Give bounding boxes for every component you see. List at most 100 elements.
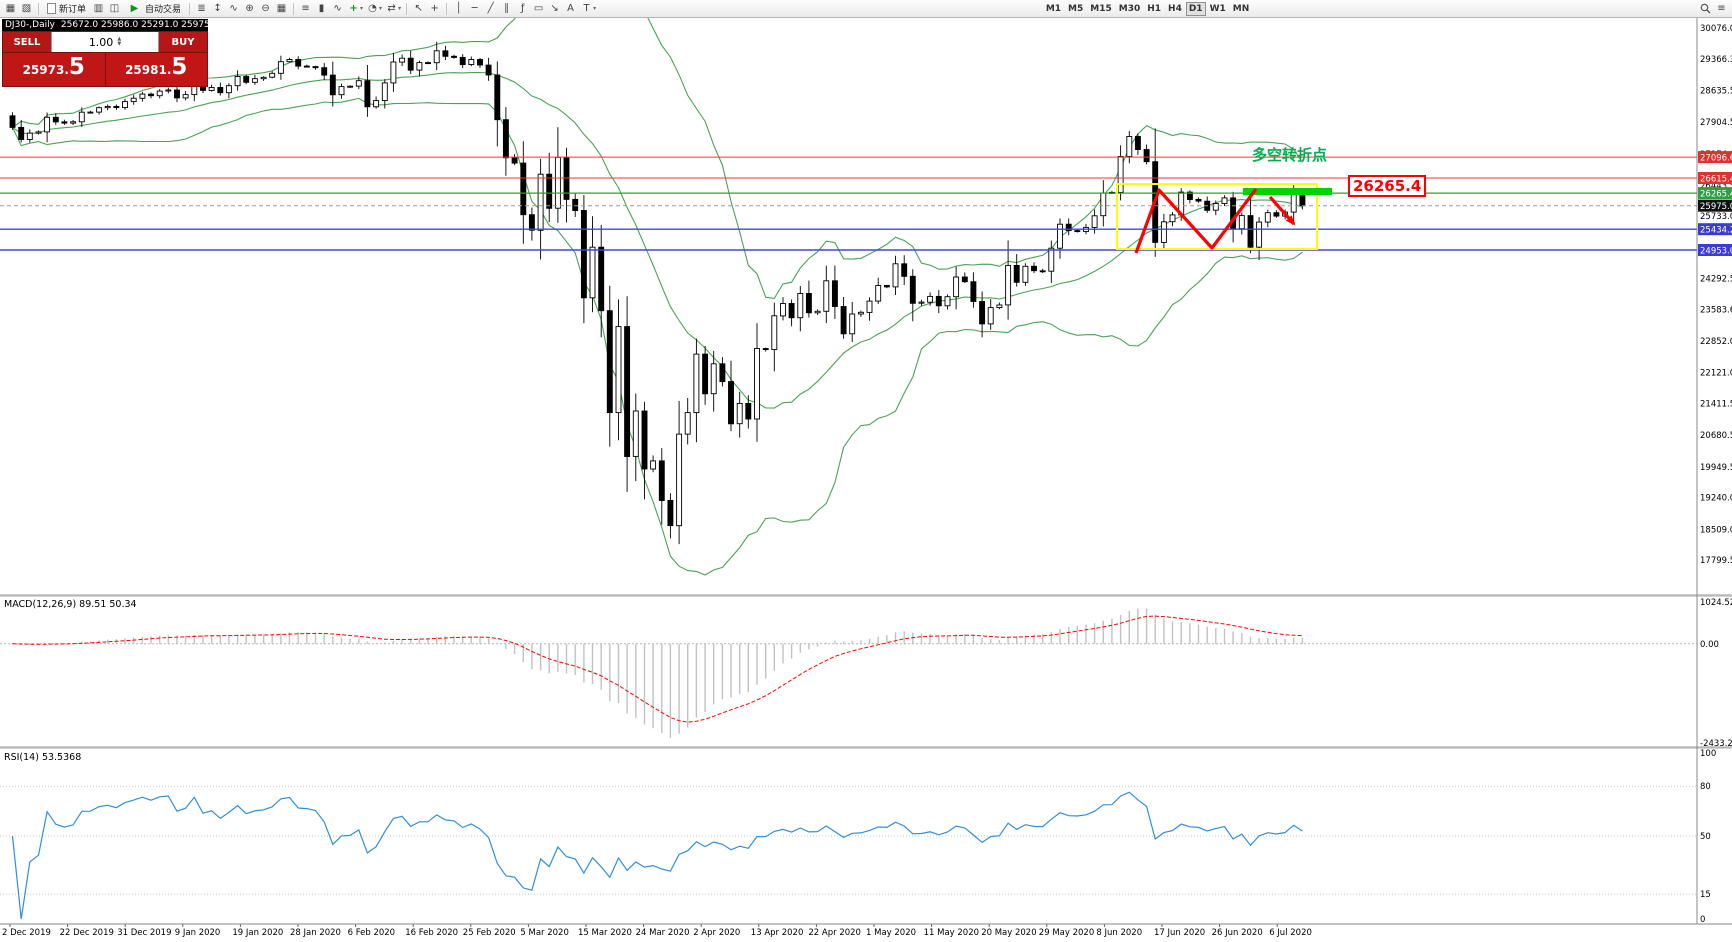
candle-body	[996, 304, 1003, 309]
quick-menu-icon[interactable]: ≡	[1717, 3, 1726, 14]
profile-icon[interactable]: ▧	[21, 3, 32, 14]
horizontal-line-icon[interactable]: ─	[471, 3, 478, 14]
trendline-icon[interactable]: ╱	[487, 3, 494, 14]
fibonacci-icon[interactable]: ƒ	[520, 3, 525, 14]
green-resistance-bar[interactable]	[1243, 188, 1332, 195]
candle-body	[269, 72, 276, 78]
date-label: 28 Jan 2020	[290, 928, 341, 938]
price-axis-label: 28635.5	[1700, 86, 1732, 96]
panel-splitter[interactable]	[0, 747, 1732, 749]
vertical-line-icon[interactable]: │	[455, 3, 462, 14]
volume-field[interactable]: 1.00 ▲ ▼	[51, 32, 159, 52]
timeframe-h4[interactable]: H4	[1165, 2, 1185, 16]
order-controls-row: SELL 1.00 ▲ ▼ BUY	[2, 31, 208, 52]
candle-body	[901, 263, 908, 277]
terminal-icon[interactable]: ▦	[5, 3, 16, 14]
buy-price-main: 25981.	[125, 63, 172, 77]
period-icon[interactable]: ◔	[368, 3, 377, 14]
shapes-icon[interactable]: ▭	[533, 3, 544, 14]
add-indicator-icon[interactable]: +	[349, 3, 358, 14]
candle-body	[485, 64, 492, 76]
candle-body	[1013, 264, 1020, 283]
spinner-down-icon[interactable]: ▼	[117, 41, 122, 47]
candle-body	[321, 67, 328, 76]
indicator-list-icon[interactable]: ≣	[197, 3, 206, 14]
candle-body	[355, 80, 362, 87]
candle-body	[451, 55, 457, 58]
cursor-icon[interactable]: ↖	[414, 3, 423, 14]
crosshair-icon[interactable]: +	[430, 3, 439, 14]
candle-body	[693, 353, 700, 414]
panel-splitter[interactable]	[0, 595, 1732, 597]
arrows-tool-icon[interactable]: ↘	[550, 3, 559, 14]
timeframe-mn[interactable]: MN	[1230, 2, 1253, 16]
chevron-down-icon[interactable]: ▾	[360, 5, 364, 12]
date-label: 2 Apr 2020	[693, 928, 740, 938]
chevron-down-icon[interactable]: ▾	[398, 5, 402, 12]
candle-body	[641, 410, 648, 470]
candle-body	[970, 281, 977, 302]
scale-arrows-icon[interactable]: ↕	[213, 3, 222, 14]
time-axis[interactable]: 2 Dec 2019 22 Dec 2019 31 Dec 2019 9 Jan 20…	[2, 924, 1312, 938]
rsi-panel	[0, 785, 1697, 920]
candle-body	[598, 246, 605, 312]
buy-button[interactable]: BUY	[159, 32, 207, 52]
tile-windows-icon[interactable]: ◫	[109, 3, 120, 14]
search-icon[interactable]	[1698, 1, 1713, 16]
line-chart-type-icon[interactable]: ∿	[333, 3, 342, 14]
text-tool-icon[interactable]: A	[567, 3, 574, 14]
chevron-down-icon[interactable]: ▾	[593, 5, 597, 12]
price-axis-label: 30076.0	[1700, 24, 1732, 34]
price-tag-26615.4	[1698, 172, 1732, 184]
price-axis-label: 17799.5	[1700, 556, 1732, 566]
bollinger-lower-line	[12, 97, 1303, 576]
template-icon[interactable]: ⇄	[387, 3, 396, 14]
rsi-axis-label: 15	[1700, 890, 1711, 900]
yellow-consolidation-box[interactable]	[1116, 183, 1318, 250]
timeframe-m5[interactable]: M5	[1065, 2, 1086, 16]
red-zigzag-annotation[interactable]	[1134, 188, 1258, 254]
new-order-button[interactable]: 新订单	[43, 1, 90, 16]
chevron-down-icon[interactable]: ▾	[379, 5, 383, 12]
timeframe-m1[interactable]: M1	[1043, 2, 1064, 16]
zoom-in-icon[interactable]: ⊕	[245, 3, 254, 14]
bar-chart-type-icon[interactable]: ≡	[301, 3, 310, 14]
timeframe-d1[interactable]: D1	[1185, 1, 1206, 16]
buy-price[interactable]: 25981. 5	[105, 53, 207, 86]
price-callout-box[interactable]: 26265.4	[1348, 175, 1427, 197]
candlestick-type-icon[interactable]: ▮	[318, 3, 325, 14]
channel-icon[interactable]: ∥	[504, 3, 510, 14]
spinner-up-icon[interactable]: ▲	[117, 36, 122, 42]
ohlc-values: 25672.0 25986.0 25291.0 25975.0	[60, 20, 219, 30]
candle-body	[243, 76, 250, 83]
red-arrow-annotation[interactable]	[1268, 195, 1296, 226]
tile-charts-icon[interactable]: ▦	[276, 3, 287, 14]
zoom-out-icon[interactable]: ⊖	[261, 3, 270, 14]
price-axis-label: 19240.0	[1700, 494, 1732, 504]
timeframe-h1[interactable]: H1	[1144, 2, 1164, 16]
timeframe-w1[interactable]: W1	[1207, 2, 1229, 16]
candle-body	[373, 100, 380, 108]
volume-spinner[interactable]: ▲ ▼	[117, 37, 121, 47]
main-toolbar: ▦ ▧ 新订单 ▥ ◫ ▶ 自动交易 ≣ ↕ ∿ ⊕ ⊖ ▦ ≡ ▮ ∿ + ▾…	[0, 0, 1732, 18]
date-label: 8 Jun 2020	[1096, 928, 1142, 938]
candle-body	[1126, 136, 1133, 157]
turning-point-annotation[interactable]: 多空转折点	[1252, 146, 1328, 164]
auto-trading-button[interactable]: ▶ 自动交易	[123, 1, 185, 16]
candle-body	[390, 61, 397, 84]
candle-body	[979, 301, 986, 325]
price-axis[interactable]: 30076.029366.328635.527904.527174.026443…	[1698, 24, 1732, 925]
text-label-tool-icon[interactable]: T	[583, 3, 590, 14]
sell-button[interactable]: SELL	[3, 32, 51, 52]
candle-body	[1195, 198, 1202, 202]
wave-indicator-icon[interactable]: ∿	[229, 3, 238, 14]
timeframe-m30[interactable]: M30	[1116, 2, 1143, 16]
chart-window-icon[interactable]: ▥	[93, 3, 104, 14]
candle-body	[528, 214, 535, 231]
sell-price[interactable]: 25973. 5	[3, 53, 105, 86]
timeframe-m15[interactable]: M15	[1087, 2, 1114, 16]
candle-body	[416, 62, 423, 71]
horizontal-lines	[0, 156, 1697, 251]
date-label: 31 Dec 2019	[117, 928, 171, 938]
